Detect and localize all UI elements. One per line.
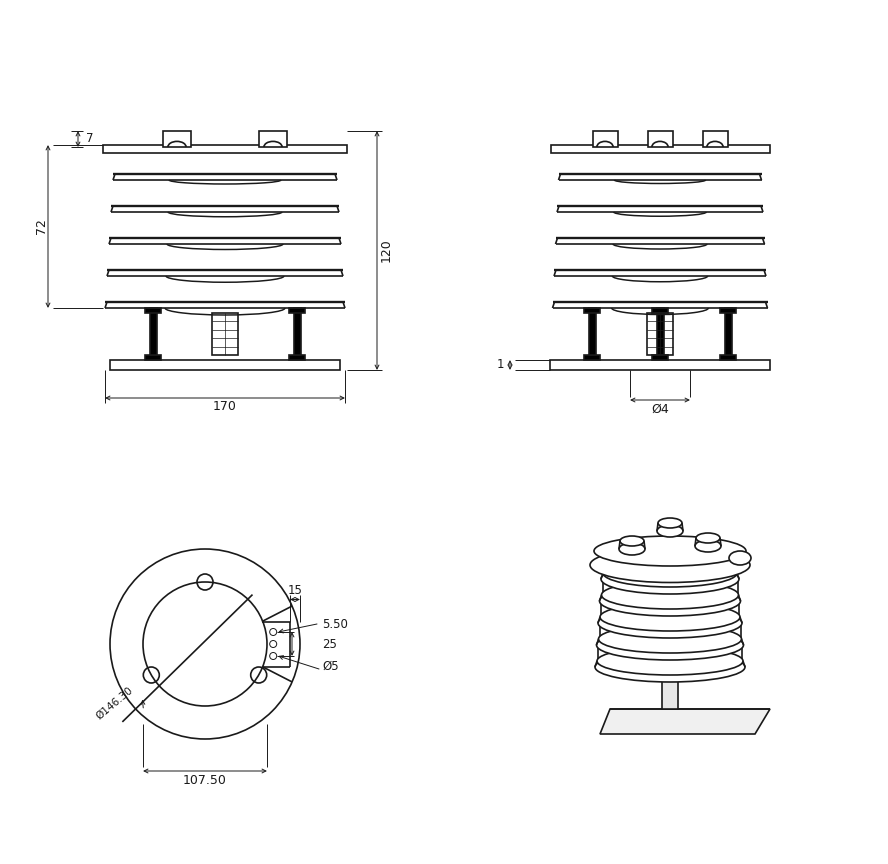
Polygon shape <box>294 308 300 355</box>
Polygon shape <box>600 709 770 734</box>
Ellipse shape <box>619 543 645 555</box>
Polygon shape <box>103 145 347 153</box>
Text: Ø5: Ø5 <box>322 659 338 672</box>
Polygon shape <box>720 355 736 360</box>
Text: 5.50: 5.50 <box>322 618 348 631</box>
Ellipse shape <box>598 608 742 638</box>
Ellipse shape <box>599 586 741 616</box>
Polygon shape <box>550 360 770 370</box>
Text: 107.50: 107.50 <box>183 774 227 787</box>
Polygon shape <box>720 308 736 313</box>
Polygon shape <box>584 308 600 313</box>
Polygon shape <box>289 308 305 313</box>
Polygon shape <box>551 145 770 153</box>
Polygon shape <box>592 131 617 147</box>
Polygon shape <box>289 355 305 360</box>
Text: 7: 7 <box>86 132 93 145</box>
Text: 1: 1 <box>496 359 504 372</box>
Polygon shape <box>662 669 678 709</box>
Polygon shape <box>145 355 161 360</box>
Text: 15: 15 <box>288 584 303 597</box>
Polygon shape <box>149 308 156 355</box>
Polygon shape <box>589 308 596 355</box>
Ellipse shape <box>620 536 644 546</box>
Polygon shape <box>584 355 600 360</box>
Polygon shape <box>163 131 191 147</box>
Ellipse shape <box>597 630 743 660</box>
Ellipse shape <box>594 536 746 566</box>
Text: Ø4: Ø4 <box>651 403 669 416</box>
Ellipse shape <box>600 603 740 631</box>
Ellipse shape <box>657 525 683 537</box>
Ellipse shape <box>696 533 720 543</box>
Ellipse shape <box>658 518 682 528</box>
Ellipse shape <box>590 548 750 582</box>
Text: 170: 170 <box>213 401 237 414</box>
Ellipse shape <box>597 647 743 675</box>
Polygon shape <box>702 131 727 147</box>
Ellipse shape <box>603 559 737 587</box>
Polygon shape <box>259 131 287 147</box>
Text: Ø146.30: Ø146.30 <box>95 685 135 721</box>
Ellipse shape <box>601 564 739 594</box>
Polygon shape <box>110 360 340 370</box>
Ellipse shape <box>599 625 741 653</box>
Polygon shape <box>652 355 668 360</box>
Ellipse shape <box>595 652 745 682</box>
Ellipse shape <box>601 581 739 609</box>
Text: 72: 72 <box>35 219 47 234</box>
Text: 120: 120 <box>379 238 392 263</box>
Text: 25: 25 <box>322 638 337 651</box>
Ellipse shape <box>729 551 751 565</box>
Polygon shape <box>145 308 161 313</box>
Polygon shape <box>652 308 668 313</box>
Polygon shape <box>647 131 672 147</box>
Polygon shape <box>725 308 732 355</box>
Ellipse shape <box>695 540 721 552</box>
Polygon shape <box>656 308 663 355</box>
